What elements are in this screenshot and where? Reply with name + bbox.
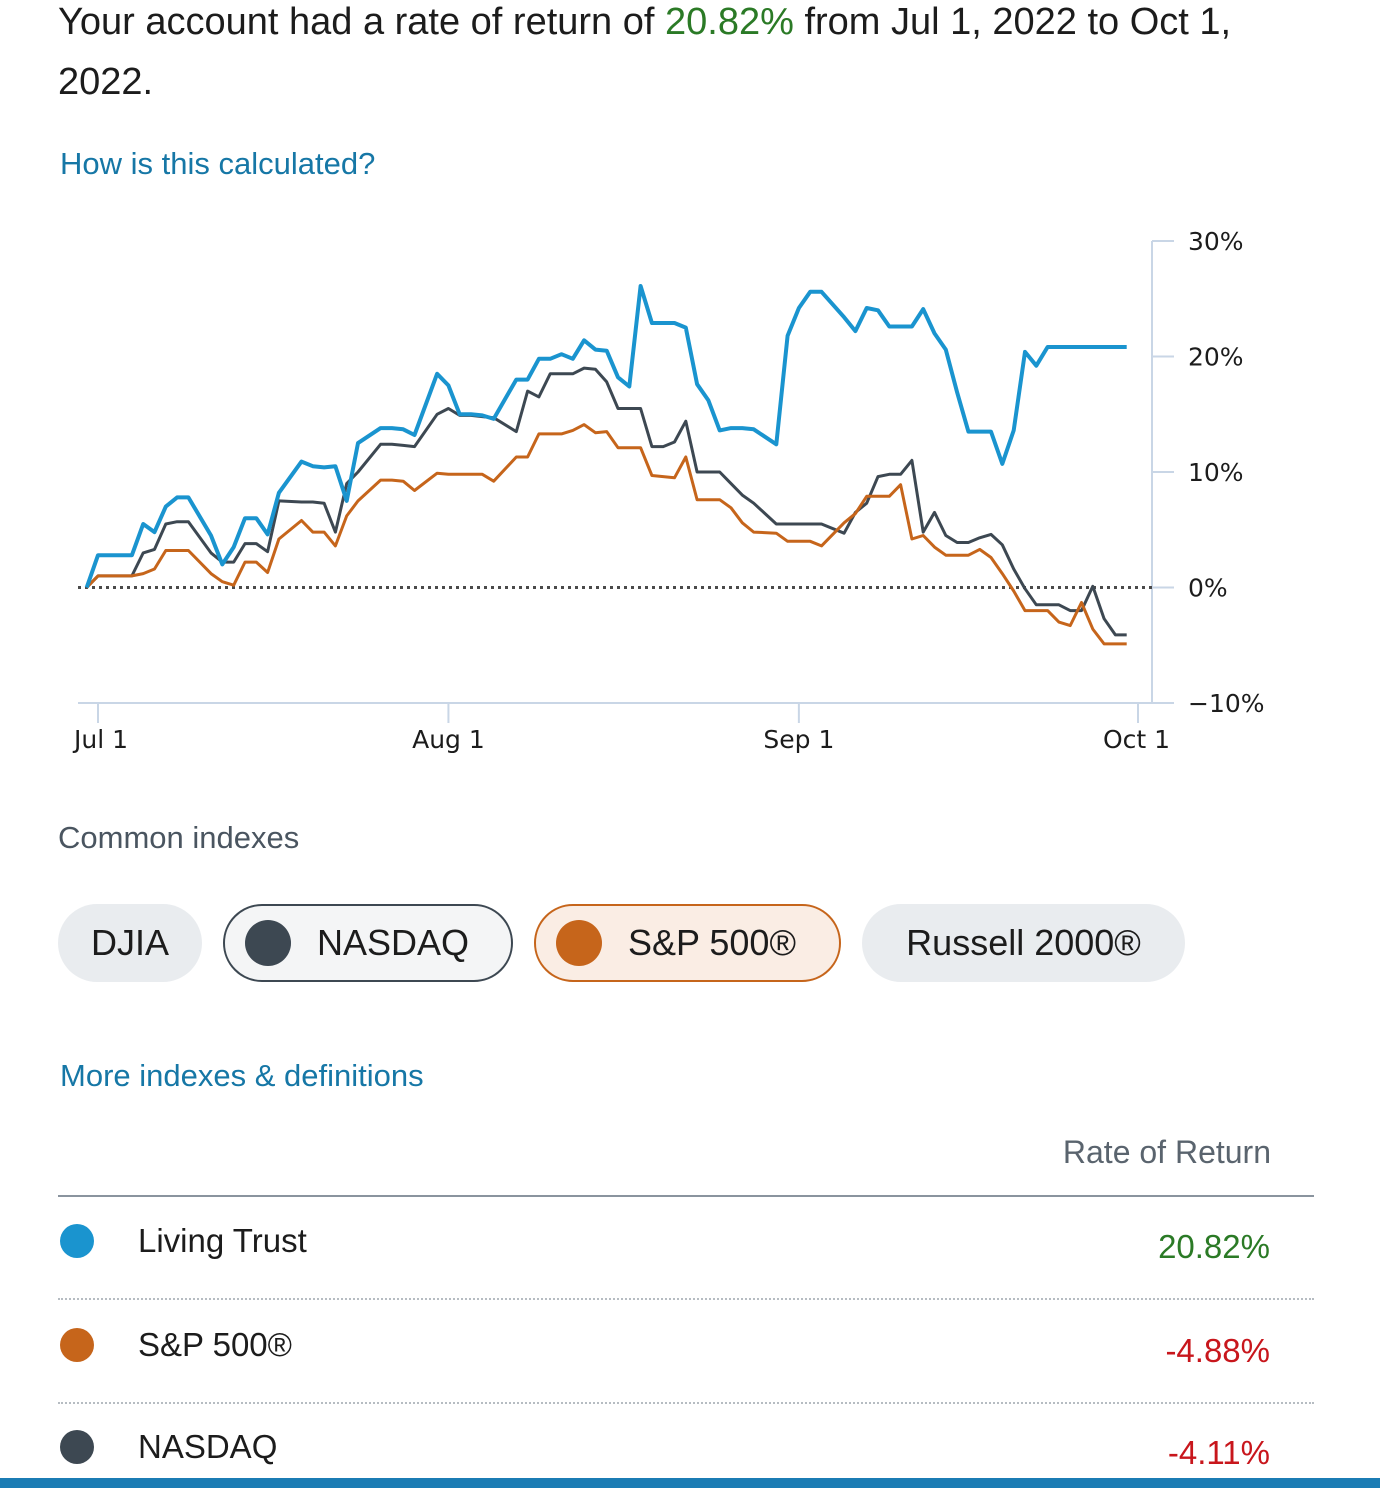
y-tick-label: −10%: [1188, 689, 1265, 718]
y-tick-label: 30%: [1188, 227, 1244, 256]
row-value: 20.82%: [1158, 1228, 1270, 1265]
living-trust-dot-icon: [60, 1224, 94, 1258]
chip-djia[interactable]: DJIA: [58, 904, 202, 982]
x-tick-label: Jul 1: [72, 725, 128, 754]
table-row: Living Trust 20.82%: [58, 1198, 1314, 1300]
row-name: Living Trust: [138, 1222, 307, 1259]
chip-sp500[interactable]: S&P 500®: [534, 904, 841, 982]
series-line-s-p-500: [85, 423, 1127, 646]
return-summary-headline: Your account had a rate of return of 20.…: [58, 0, 1318, 112]
chip-sp500-label: S&P 500®: [628, 922, 796, 963]
row-value: -4.11%: [1167, 1434, 1270, 1471]
series-line-nasdaq: [85, 366, 1127, 637]
sp500-dot-icon: [60, 1328, 94, 1362]
more-indexes-link[interactable]: More indexes & definitions: [60, 1058, 424, 1093]
chip-djia-label: DJIA: [90, 922, 169, 963]
x-tick-label: Oct 1: [1103, 725, 1170, 754]
table-row: NASDAQ -4.11%: [58, 1404, 1314, 1506]
x-axis: Jul 1 Aug 1 Sep 1 Oct 1: [72, 702, 1170, 754]
row-name: NASDAQ: [138, 1428, 278, 1465]
table-header-divider: [58, 1195, 1314, 1197]
nasdaq-color-dot-icon: [245, 920, 291, 966]
chip-nasdaq-label: NASDAQ: [317, 922, 470, 963]
table-row: S&P 500® -4.88%: [58, 1302, 1314, 1404]
series-line-living-trust: [84, 284, 1127, 589]
headline-rate: 20.82%: [665, 1, 794, 43]
chart-series: [78, 284, 1152, 646]
row-name: S&P 500®: [138, 1326, 292, 1363]
chip-russell-label: Russell 2000®: [906, 922, 1141, 963]
headline-suffix: from Jul 1, 2022 to Oct 1, 2022.: [58, 1, 1232, 103]
chip-russell-2000[interactable]: Russell 2000®: [862, 904, 1185, 982]
rate-of-return-chart: 30% 20% 10% 0% −10% Jul 1 Aug 1 Sep 1 Oct 1: [72, 227, 1265, 754]
rate-of-return-header: Rate of Return: [1062, 1134, 1271, 1170]
row-divider: [58, 1402, 1314, 1404]
row-divider: [58, 1298, 1314, 1300]
y-tick-label: 0%: [1188, 574, 1228, 603]
x-tick-label: Sep 1: [763, 725, 834, 754]
nasdaq-dot-icon: [60, 1430, 94, 1464]
chip-nasdaq[interactable]: NASDAQ: [223, 904, 513, 982]
row-value: -4.88%: [1165, 1332, 1270, 1369]
sp500-color-dot-icon: [556, 920, 602, 966]
headline-prefix: Your account had a rate of return of: [58, 1, 665, 43]
y-tick-label: 10%: [1188, 458, 1244, 487]
y-tick-label: 20%: [1188, 343, 1244, 372]
bottom-accent-bar: [0, 1478, 1380, 1488]
x-tick-label: Aug 1: [412, 725, 485, 754]
common-indexes-label: Common indexes: [58, 820, 300, 855]
y-axis: 30% 20% 10% 0% −10%: [1151, 227, 1265, 718]
how-calculated-link[interactable]: How is this calculated?: [60, 146, 376, 181]
